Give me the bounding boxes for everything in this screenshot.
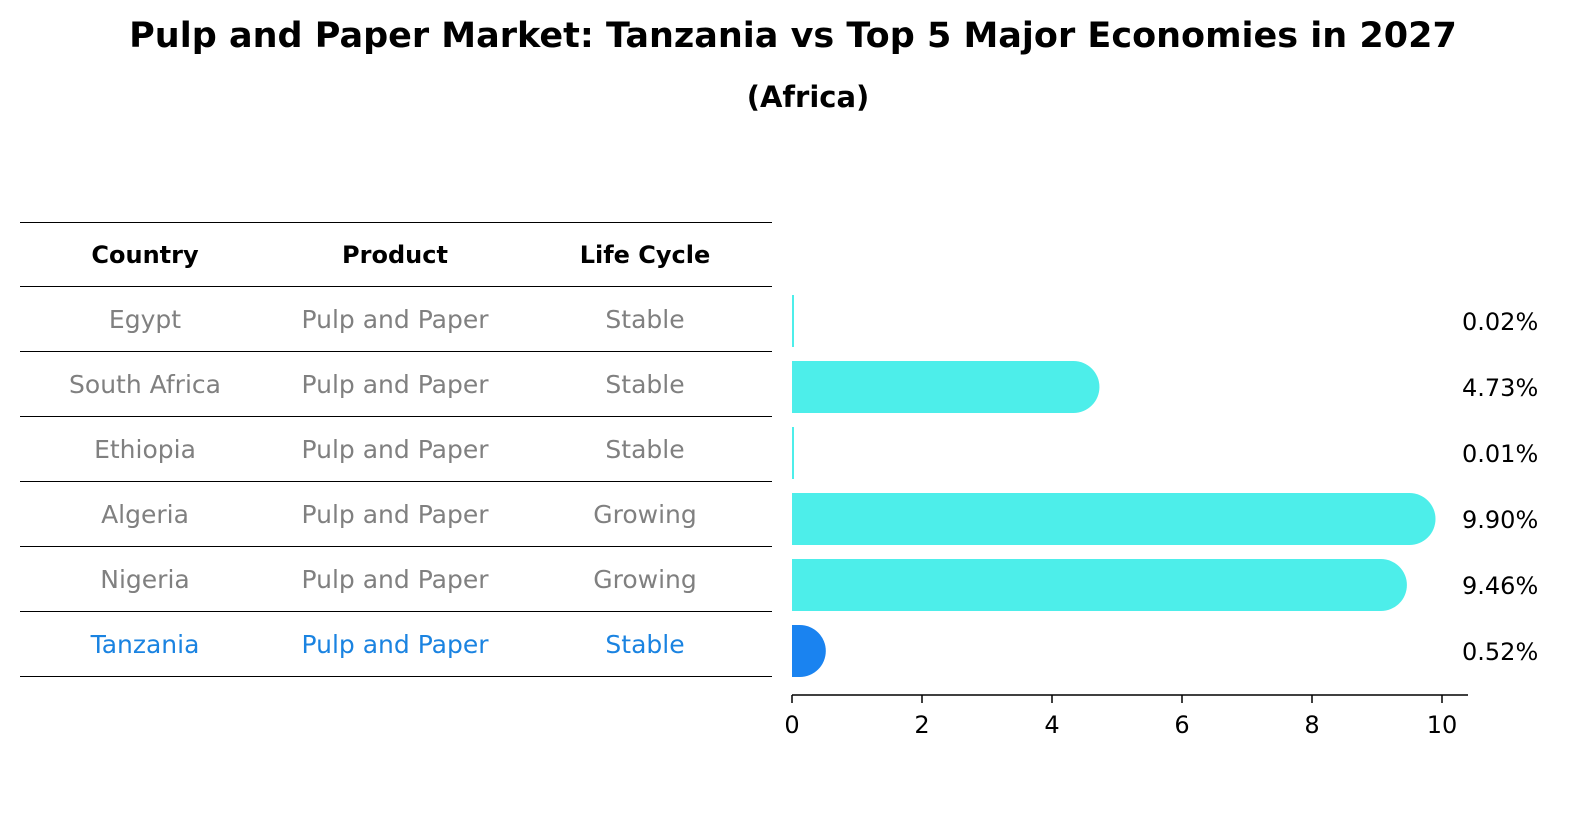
cell-life-cycle: Growing — [593, 499, 697, 529]
bar — [792, 295, 794, 347]
table-row: Algeria Pulp and Paper Growing — [20, 482, 772, 547]
bar — [792, 493, 1436, 545]
header-product: Product — [342, 240, 448, 269]
value-label: 9.90% — [1462, 506, 1538, 534]
x-tick-label: 4 — [1044, 711, 1059, 739]
cell-country: Nigeria — [100, 564, 190, 594]
cell-country: Tanzania — [90, 629, 200, 659]
x-tick-label: 2 — [914, 711, 929, 739]
cell-life-cycle: Growing — [593, 564, 697, 594]
table-row: South Africa Pulp and Paper Stable — [20, 352, 772, 417]
cell-life-cycle: Stable — [605, 304, 685, 334]
table-header-row: Country Product Life Cycle — [20, 222, 772, 287]
table-row: Egypt Pulp and Paper Stable — [20, 287, 772, 352]
value-label: 4.73% — [1462, 374, 1538, 402]
bar — [792, 559, 1407, 611]
bar — [792, 625, 826, 677]
x-tick-label: 8 — [1304, 711, 1319, 739]
cell-country: Egypt — [108, 304, 182, 334]
cell-product: Pulp and Paper — [301, 564, 489, 594]
table-row: Ethiopia Pulp and Paper Stable — [20, 417, 772, 482]
cell-product: Pulp and Paper — [301, 369, 489, 399]
cell-product: Pulp and Paper — [301, 304, 489, 334]
x-tick-label: 6 — [1174, 711, 1189, 739]
cell-product: Pulp and Paper — [301, 434, 489, 464]
value-label: 9.46% — [1462, 572, 1538, 600]
cell-product: Pulp and Paper — [301, 629, 489, 659]
cell-life-cycle: Stable — [605, 369, 685, 399]
header-life-cycle: Life Cycle — [579, 240, 711, 269]
header-country: Country — [91, 240, 199, 269]
value-label: 0.52% — [1462, 638, 1538, 666]
chart-title: Pulp and Paper Market: Tanzania vs Top 5… — [129, 16, 1457, 56]
value-label: 0.01% — [1462, 440, 1538, 468]
x-tick-label: 0 — [784, 711, 799, 739]
x-tick-label: 10 — [1427, 711, 1458, 739]
data-table: Country Product Life Cycle Egypt Pulp an… — [20, 222, 772, 677]
cell-life-cycle: Stable — [605, 629, 685, 659]
table-row: Nigeria Pulp and Paper Growing — [20, 547, 772, 612]
cell-product: Pulp and Paper — [301, 499, 489, 529]
bar — [792, 427, 794, 479]
cell-country: Algeria — [101, 499, 189, 529]
cell-country: Ethiopia — [94, 434, 196, 464]
chart-subtitle: (Africa) — [746, 80, 870, 114]
value-label: 0.02% — [1462, 308, 1538, 336]
bar — [792, 361, 1100, 413]
cell-country: South Africa — [69, 369, 221, 399]
table-row-highlighted: Tanzania Pulp and Paper Stable — [20, 612, 772, 677]
cell-life-cycle: Stable — [605, 434, 685, 464]
